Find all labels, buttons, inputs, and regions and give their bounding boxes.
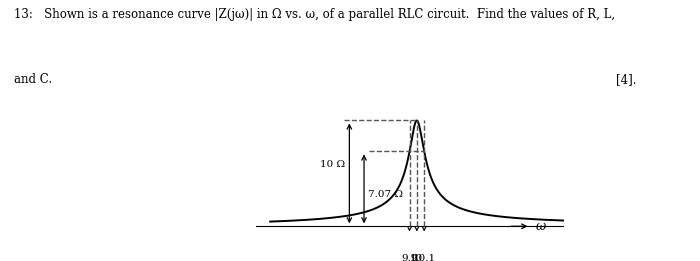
- Text: and C.: and C.: [14, 73, 52, 86]
- Text: 10 Ω: 10 Ω: [320, 161, 345, 169]
- Text: [4].: [4].: [616, 73, 636, 86]
- Text: ω: ω: [536, 220, 546, 233]
- Text: 13:   Shown is a resonance curve |Z(jω)| in Ω vs. ω, of a parallel RLC circuit. : 13: Shown is a resonance curve |Z(jω)| i…: [14, 8, 615, 21]
- Text: 7.07 Ω: 7.07 Ω: [368, 190, 402, 199]
